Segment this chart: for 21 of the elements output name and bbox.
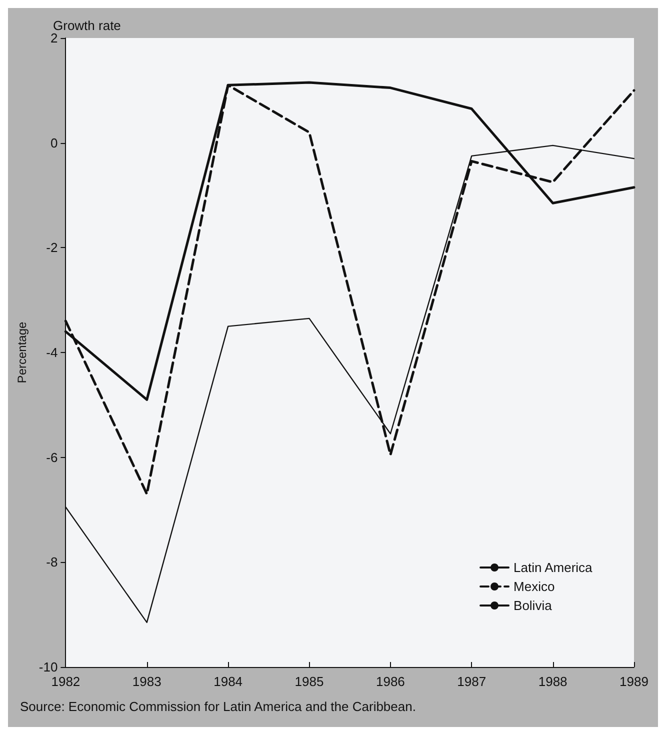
y-tick-label: -2	[46, 240, 58, 256]
y-axis-title: Percentage	[15, 321, 29, 384]
x-tick-label: 1989	[620, 674, 648, 689]
x-tick-label: 1987	[457, 674, 486, 689]
x-tick-label: 1984	[214, 674, 243, 689]
legend-label: Bolivia	[514, 598, 553, 613]
x-tick-label: 1986	[376, 674, 405, 689]
y-tick-label: 0	[50, 135, 58, 150]
x-tick-label: 1988	[538, 674, 568, 689]
y-tick-label: -10	[38, 660, 58, 674]
chart-title: Growth rate	[53, 18, 121, 33]
y-tick-label: -4	[46, 345, 58, 360]
legend-label: Latin America	[514, 560, 594, 575]
y-tick-label: -6	[46, 450, 58, 465]
legend-label: Mexico	[514, 579, 555, 594]
x-tick-label: 1985	[294, 674, 324, 689]
source-note: Source: Economic Commission for Latin America and the Caribbean.	[20, 699, 416, 714]
x-tick-label: 1983	[132, 674, 162, 689]
x-tick-label: 1982	[51, 674, 80, 689]
y-tick-label: -8	[46, 554, 58, 570]
y-tick-label: 2	[50, 30, 58, 46]
